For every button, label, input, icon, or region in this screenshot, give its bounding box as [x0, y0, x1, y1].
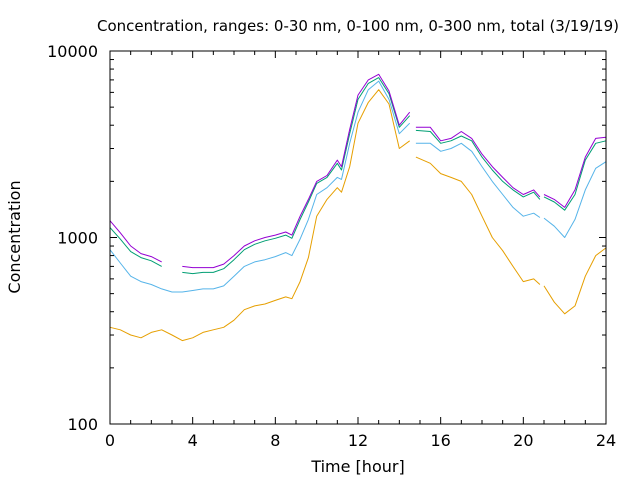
series-line-3	[109, 77, 607, 275]
x-tick-label: 8	[270, 431, 280, 450]
chart-title: Concentration, ranges: 0-30 nm, 0-100 nm…	[97, 17, 619, 35]
x-tick-label: 0	[105, 431, 115, 450]
y-axis-label: Concentration	[5, 180, 24, 293]
series-layer	[109, 73, 607, 342]
plot-area: 0 4 8 12 16 20 24 100 1000 10000	[47, 42, 616, 450]
y-tick-label: 100	[67, 415, 98, 434]
y-tick-label: 1000	[57, 229, 98, 248]
x-tick-label: 16	[430, 431, 450, 450]
series-line-4	[109, 73, 607, 269]
series-line-1	[109, 89, 607, 342]
y-tick-label: 10000	[47, 42, 98, 61]
x-tick-label: 4	[188, 431, 198, 450]
series-line-2	[109, 80, 607, 293]
x-tick-label: 20	[513, 431, 533, 450]
x-axis-label: Time [hour]	[310, 457, 404, 476]
axis-layer: 0 4 8 12 16 20 24 100 1000 10000	[47, 42, 616, 450]
plot-frame	[109, 50, 607, 425]
x-tick-label: 12	[348, 431, 368, 450]
x-tick-label: 24	[596, 431, 616, 450]
